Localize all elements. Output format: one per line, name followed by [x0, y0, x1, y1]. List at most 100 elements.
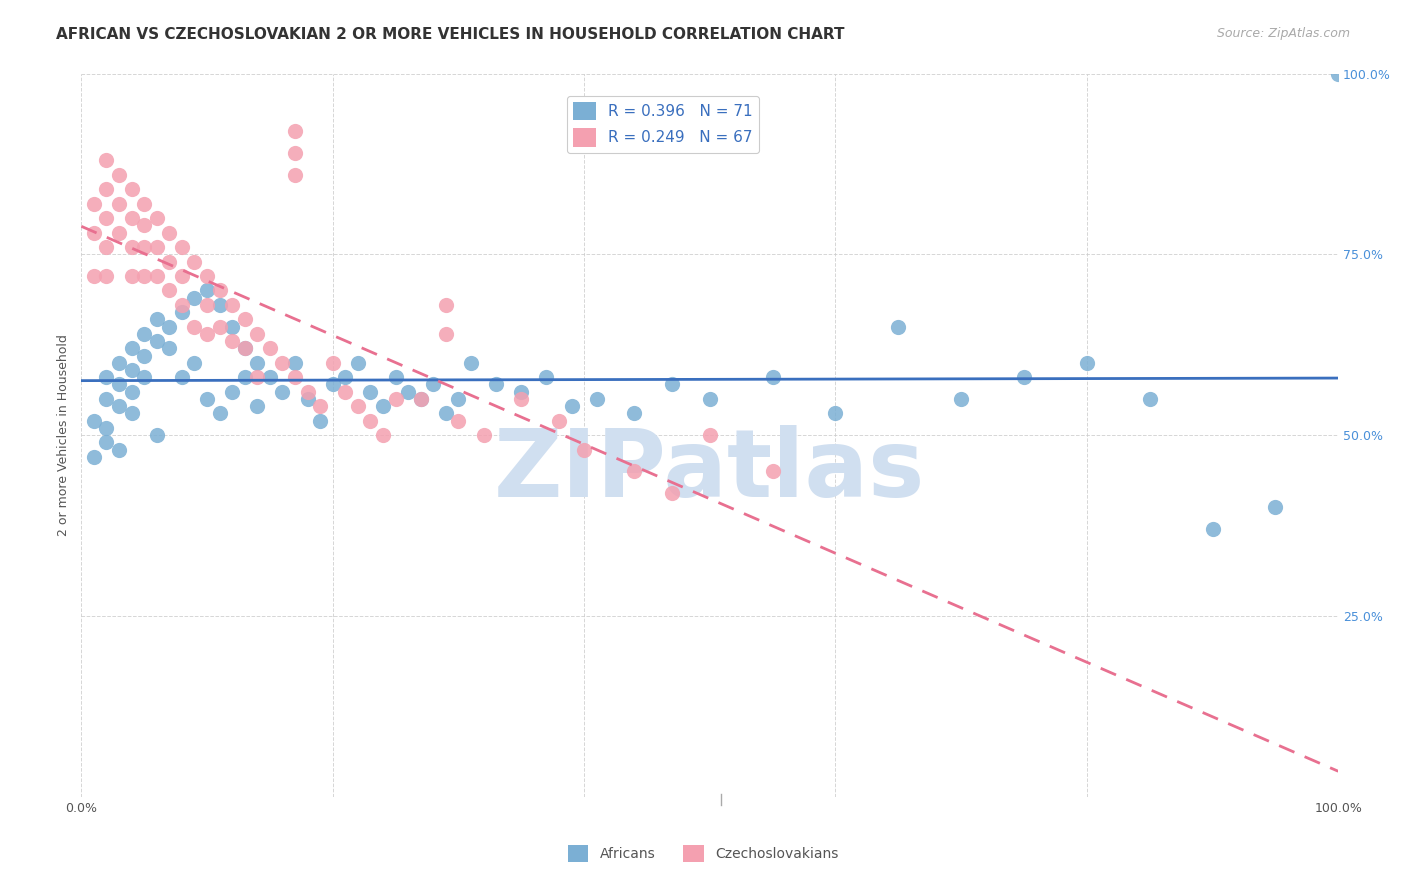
- Point: [346, 356, 368, 370]
- Point: [623, 464, 645, 478]
- Point: [572, 442, 595, 457]
- Point: [284, 168, 307, 182]
- Point: [121, 363, 143, 377]
- Legend: Africans, Czechoslovakians: Africans, Czechoslovakians: [562, 839, 844, 867]
- Point: [346, 399, 368, 413]
- Point: [335, 370, 357, 384]
- Point: [322, 356, 344, 370]
- Point: [183, 356, 205, 370]
- Point: [371, 399, 394, 413]
- Point: [221, 298, 243, 312]
- Point: [121, 342, 143, 356]
- Point: [170, 370, 193, 384]
- Point: [108, 442, 131, 457]
- Point: [396, 384, 419, 399]
- Point: [335, 384, 357, 399]
- Point: [183, 291, 205, 305]
- Point: [134, 196, 156, 211]
- Point: [447, 392, 470, 406]
- Point: [121, 406, 143, 420]
- Point: [485, 377, 508, 392]
- Point: [699, 428, 721, 442]
- Point: [83, 450, 105, 464]
- Point: [824, 406, 846, 420]
- Point: [121, 182, 143, 196]
- Point: [208, 284, 231, 298]
- Point: [221, 384, 243, 399]
- Point: [83, 414, 105, 428]
- Point: [246, 326, 269, 341]
- Point: [434, 326, 457, 341]
- Point: [134, 326, 156, 341]
- Point: [536, 370, 558, 384]
- Point: [434, 406, 457, 420]
- Point: [195, 392, 218, 406]
- Point: [83, 196, 105, 211]
- Point: [134, 349, 156, 363]
- Point: [221, 334, 243, 348]
- Point: [208, 406, 231, 420]
- Point: [170, 268, 193, 283]
- Point: [233, 370, 256, 384]
- Point: [121, 384, 143, 399]
- Point: [271, 384, 294, 399]
- Text: Source: ZipAtlas.com: Source: ZipAtlas.com: [1216, 27, 1350, 40]
- Point: [134, 268, 156, 283]
- Point: [108, 196, 131, 211]
- Point: [409, 392, 432, 406]
- Point: [83, 226, 105, 240]
- Point: [195, 268, 218, 283]
- Point: [661, 377, 683, 392]
- Point: [460, 356, 482, 370]
- Point: [284, 124, 307, 138]
- Point: [121, 240, 143, 254]
- Point: [108, 226, 131, 240]
- Point: [121, 211, 143, 226]
- Point: [259, 370, 281, 384]
- Point: [145, 334, 167, 348]
- Point: [170, 240, 193, 254]
- Point: [96, 392, 118, 406]
- Point: [195, 284, 218, 298]
- Point: [359, 414, 381, 428]
- Point: [170, 298, 193, 312]
- Point: [233, 312, 256, 326]
- Point: [208, 319, 231, 334]
- Point: [96, 421, 118, 435]
- Point: [170, 305, 193, 319]
- Point: [661, 486, 683, 500]
- Point: [623, 406, 645, 420]
- Point: [359, 384, 381, 399]
- Text: AFRICAN VS CZECHOSLOVAKIAN 2 OR MORE VEHICLES IN HOUSEHOLD CORRELATION CHART: AFRICAN VS CZECHOSLOVAKIAN 2 OR MORE VEH…: [56, 27, 845, 42]
- Legend: R = 0.396   N = 71, R = 0.249   N = 67: R = 0.396 N = 71, R = 0.249 N = 67: [567, 95, 759, 153]
- Point: [121, 268, 143, 283]
- Point: [157, 254, 180, 268]
- Point: [233, 342, 256, 356]
- Point: [1076, 356, 1098, 370]
- Point: [560, 399, 582, 413]
- Point: [548, 414, 571, 428]
- Point: [96, 370, 118, 384]
- Point: [284, 370, 307, 384]
- Point: [83, 268, 105, 283]
- Point: [145, 240, 167, 254]
- Point: [371, 428, 394, 442]
- Point: [195, 326, 218, 341]
- Point: [284, 356, 307, 370]
- Point: [472, 428, 495, 442]
- Point: [96, 268, 118, 283]
- Point: [297, 384, 319, 399]
- Point: [157, 284, 180, 298]
- Point: [108, 377, 131, 392]
- Point: [1327, 66, 1350, 80]
- Point: [762, 464, 785, 478]
- Point: [447, 414, 470, 428]
- Point: [1139, 392, 1161, 406]
- Point: [108, 168, 131, 182]
- Point: [950, 392, 973, 406]
- Point: [145, 312, 167, 326]
- Point: [1264, 500, 1286, 515]
- Point: [887, 319, 910, 334]
- Point: [96, 435, 118, 450]
- Point: [1012, 370, 1035, 384]
